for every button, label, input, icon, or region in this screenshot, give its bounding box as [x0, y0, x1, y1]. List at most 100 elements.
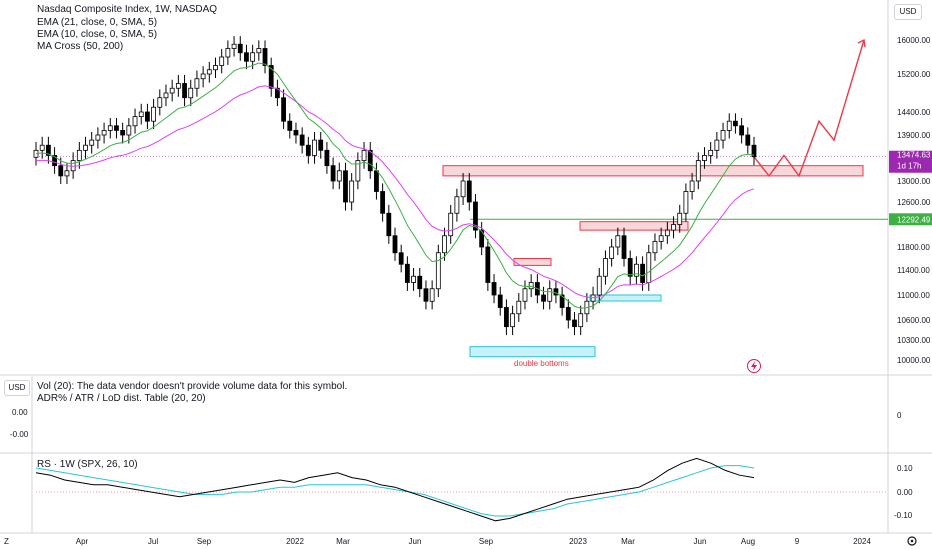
vol-tick-1: -0.00	[10, 430, 29, 439]
indicator-ma-cross[interactable]: MA Cross (50, 200)	[37, 41, 124, 52]
candle-body-38	[268, 65, 274, 89]
candle-body-114	[739, 125, 745, 136]
vol-tick-0: 0.00	[12, 408, 28, 417]
candle-body-101	[658, 235, 664, 242]
candle-body-59	[398, 252, 404, 265]
candle-body-96	[627, 258, 633, 277]
candle-body-37	[262, 48, 268, 66]
candle-body-68	[454, 196, 460, 214]
currency-button[interactable]: USD	[894, 4, 922, 20]
projection-path	[753, 39, 865, 178]
candle-body-55	[374, 170, 379, 192]
candle-body-69	[460, 180, 466, 198]
ema-layer	[35, 62, 755, 309]
candle-body-52	[355, 160, 361, 182]
price-tick-9: 10600.00	[897, 316, 931, 325]
candle-body-88	[578, 313, 584, 328]
candle-body-24	[182, 83, 187, 99]
candle-body-11	[101, 129, 107, 136]
price-tick-2: 14400.00	[897, 108, 931, 117]
price-tick-5: 12600.00	[897, 198, 931, 207]
candle-body-109	[708, 149, 714, 156]
last-price-tag: 13474.63	[897, 151, 931, 160]
candle-body-84	[553, 288, 559, 296]
line-price-tag: 12292.49	[897, 215, 931, 224]
candle-body-43	[299, 134, 305, 146]
price-tick-1: 15200.00	[897, 70, 931, 79]
rs-layer	[35, 457, 888, 522]
candle-body-36	[256, 48, 262, 54]
time-tick-9: Jun	[694, 537, 707, 546]
candle-body-95	[621, 235, 627, 259]
candle-body-66	[442, 235, 447, 254]
indicator-ema10[interactable]: EMA (10, close, 0, SMA, 5)	[37, 29, 158, 40]
candle-body-17	[138, 111, 144, 117]
volume-currency-button[interactable]: USD	[4, 380, 30, 396]
candle-body-110	[714, 139, 720, 151]
support-zone-1	[589, 294, 662, 302]
candle-body-10	[95, 134, 101, 141]
candle-body-8	[83, 144, 88, 151]
candle-body-92	[603, 258, 608, 277]
time-tick-4: Mar	[336, 537, 350, 546]
time-tick-10: Aug	[741, 537, 755, 546]
lightning-icon[interactable]	[747, 359, 761, 373]
ema10-line	[35, 62, 755, 309]
candle-body-4	[58, 165, 64, 177]
time-tick-0: Apr	[76, 537, 89, 546]
candle-body-30	[219, 56, 225, 66]
candle-body-112	[726, 120, 732, 131]
candle-body-64	[429, 288, 435, 302]
timezone-label[interactable]: Z	[4, 537, 9, 546]
candle-body-99	[646, 252, 652, 283]
candle-body-2	[45, 144, 51, 156]
adr-table-label: ADR% / ATR / LoD dist. Table (20, 20)	[37, 393, 206, 404]
candle-body-78	[516, 300, 522, 315]
candle-body-77	[510, 313, 516, 328]
candle-body-67	[448, 212, 454, 237]
candle-body-31	[225, 48, 231, 58]
candle-body-33	[237, 43, 243, 54]
candle-body-70	[466, 180, 472, 203]
candle-body-9	[89, 139, 95, 146]
candle-body-40	[281, 97, 286, 122]
candle-body-46	[318, 139, 324, 151]
candle-body-53	[361, 149, 367, 161]
candle-body-86	[565, 307, 571, 321]
support-zone-0	[469, 346, 596, 358]
volume-label: Vol (20): The data vendor doesn't provid…	[37, 381, 348, 392]
candle-body-25	[188, 87, 194, 99]
candle-body-3	[52, 155, 57, 167]
candle-body-79	[522, 288, 528, 302]
candle-body-15	[126, 125, 132, 136]
vol-right-tick: 0	[897, 411, 902, 420]
last-price-tag-bg	[889, 150, 932, 173]
candle-body-94	[615, 235, 621, 248]
candle-body-106	[689, 180, 695, 192]
candle-body-72	[479, 229, 485, 248]
projection-arrowhead	[857, 38, 866, 48]
price-tick-0: 16000.00	[897, 36, 931, 45]
chart-title: Nasdaq Composite Index, 1W, NASDAQ	[37, 4, 218, 15]
candle-body-13	[114, 125, 119, 131]
candle-body-87	[572, 319, 577, 328]
countdown-tag: 1d 17h	[897, 162, 921, 171]
zones-layer	[36, 38, 888, 358]
candle-body-91	[596, 275, 602, 296]
rs-ma-line	[35, 465, 755, 517]
time-tick-7: 2023	[569, 537, 587, 546]
candle-body-105	[683, 191, 689, 214]
candle-body-18	[145, 111, 150, 122]
candle-body-107	[695, 160, 701, 182]
candle-body-6	[70, 160, 76, 172]
candle-body-49	[336, 170, 342, 182]
candle-body-71	[473, 201, 478, 231]
price-tick-3: 13900.00	[897, 131, 931, 140]
candle-body-100	[652, 240, 658, 254]
gear-icon[interactable]	[907, 536, 917, 546]
indicator-ema21[interactable]: EMA (21, close, 0, SMA, 5)	[37, 17, 158, 28]
candle-body-28	[206, 69, 212, 75]
candle-body-108	[702, 155, 707, 161]
candle-body-58	[392, 235, 398, 254]
